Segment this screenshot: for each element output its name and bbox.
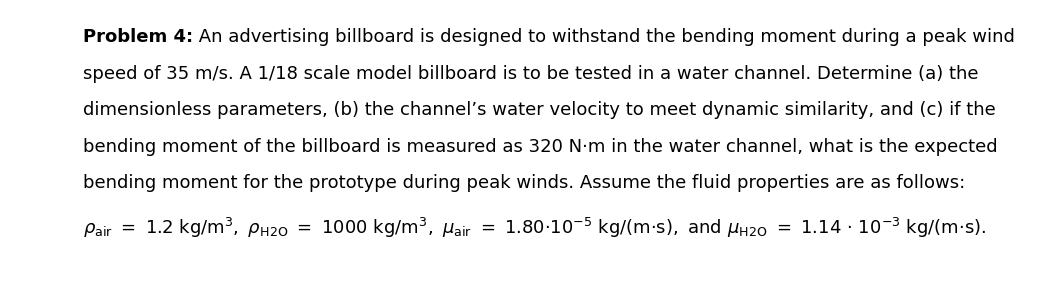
Text: speed of 35 m/s. A 1/18 scale model billboard is to be tested in a water channel: speed of 35 m/s. A 1/18 scale model bill… (83, 65, 978, 83)
Text: dimensionless parameters, (b) the channel’s water velocity to meet dynamic simil: dimensionless parameters, (b) the channe… (83, 101, 996, 119)
Text: bending moment for the prototype during peak winds. Assume the fluid properties : bending moment for the prototype during … (83, 174, 965, 192)
Text: bending moment of the billboard is measured as 320 N·m in the water channel, wha: bending moment of the billboard is measu… (83, 138, 997, 155)
Text: $\rho$$_{\mathregular{air}}$$\mathregular{\ =\ 1.2\ kg/m^3,\ }$$\rho$$_{\mathreg: $\rho$$_{\mathregular{air}}$$\mathregula… (83, 216, 987, 239)
Text: An advertising billboard is designed to withstand the bending moment during a pe: An advertising billboard is designed to … (193, 28, 1015, 46)
Text: Problem 4:: Problem 4: (83, 28, 193, 46)
